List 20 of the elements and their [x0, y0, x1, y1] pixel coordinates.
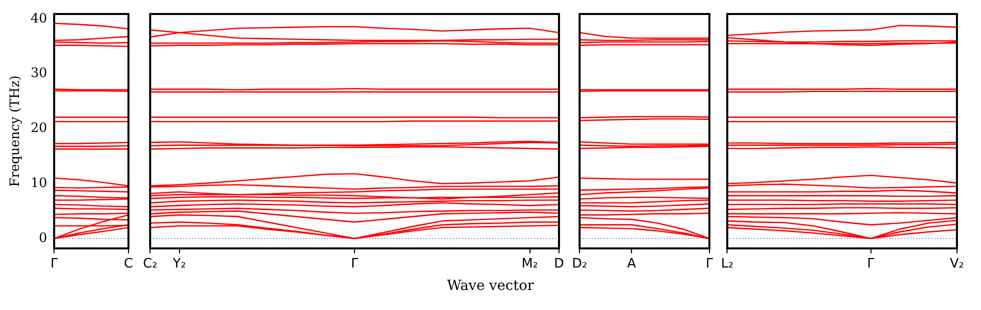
x-tick-label: C₂ [142, 256, 158, 272]
x-tick-label: D₂ [572, 256, 588, 272]
y-tick-label: 10 [30, 176, 48, 191]
x-tick-label: D [554, 256, 564, 272]
x-tick-label: L₂ [720, 256, 734, 272]
x-tick-label: Γ [50, 256, 59, 272]
x-tick-label: V₂ [950, 256, 964, 272]
y-tick-label: 0 [38, 230, 48, 246]
x-tick-label: M₂ [522, 256, 538, 272]
y-tick-label: 40 [30, 11, 48, 26]
x-tick-label: Y₂ [172, 256, 186, 272]
x-tick-label: C [124, 256, 133, 272]
x-tick-label: Γ [706, 256, 714, 272]
y-tick-label: 20 [30, 121, 48, 136]
x-tick-label: Γ [350, 256, 359, 272]
y-tick-label: 30 [30, 66, 48, 82]
x-tick-label: Γ [867, 256, 876, 272]
x-tick-label: A [627, 256, 636, 272]
x-axis-title: Wave vector [446, 278, 535, 294]
y-axis-title: Frequency (THz) [8, 75, 24, 187]
